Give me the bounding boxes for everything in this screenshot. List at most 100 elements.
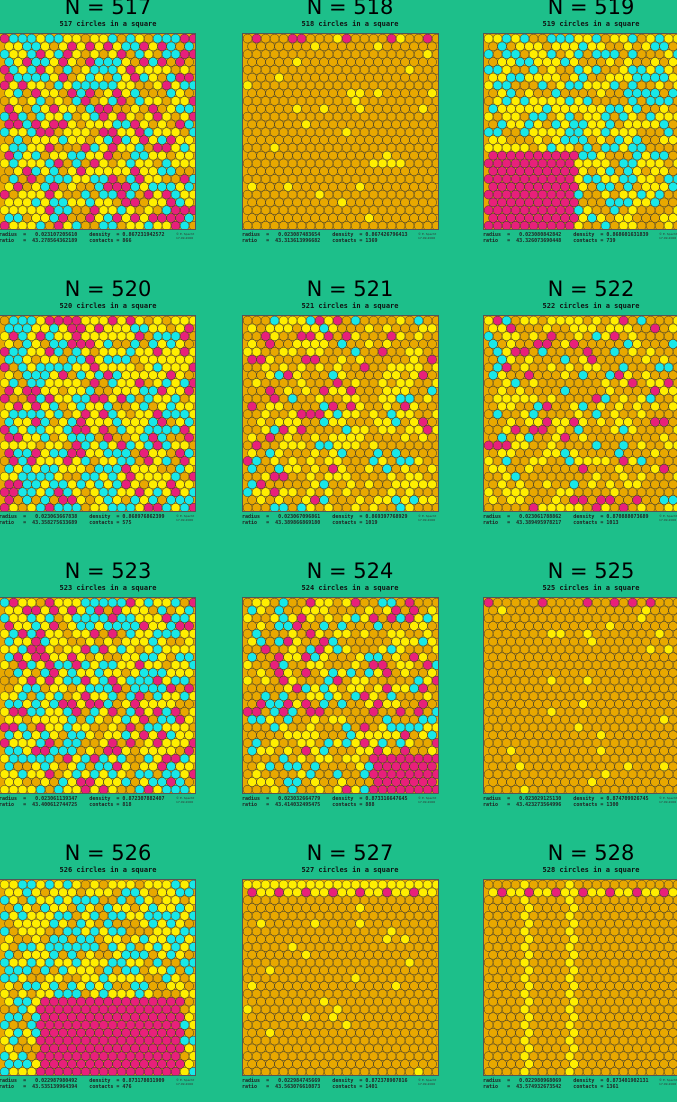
packed-circle — [489, 480, 498, 489]
packed-circle — [538, 50, 547, 59]
packed-circle — [552, 668, 561, 677]
packed-circle — [642, 58, 651, 67]
packed-circle — [428, 355, 437, 364]
packed-circle — [122, 700, 131, 709]
packed-circle — [171, 723, 180, 732]
packed-circle — [606, 402, 615, 411]
packed-circle — [149, 464, 158, 473]
packed-circle — [59, 73, 68, 82]
packed-circle — [628, 770, 637, 779]
packed-circle — [597, 480, 606, 489]
panel-subtitle: 526 circles in a square — [0, 866, 218, 874]
packed-circle — [552, 340, 561, 349]
packed-circle — [248, 668, 257, 677]
packed-circle — [243, 614, 252, 623]
packed-circle — [284, 151, 293, 160]
packed-circle — [637, 614, 646, 623]
packed-circle — [669, 715, 677, 724]
packed-circle — [32, 480, 41, 489]
packed-circle — [144, 394, 153, 403]
packed-circle — [117, 503, 126, 511]
packed-circle — [54, 457, 63, 466]
packed-circle — [248, 746, 257, 755]
packed-circle — [534, 433, 543, 442]
packed-circle — [266, 668, 275, 677]
packed-circle — [606, 480, 615, 489]
packed-circle — [606, 715, 615, 724]
packed-circle — [243, 410, 252, 419]
packed-circle — [135, 661, 144, 670]
packed-circle — [383, 402, 392, 411]
packed-circle — [601, 50, 610, 59]
panel-title: N = 522 — [481, 278, 677, 300]
packed-circle — [387, 332, 396, 341]
packed-circle — [9, 676, 18, 685]
packed-circle — [311, 402, 320, 411]
packed-circle — [0, 410, 9, 419]
packed-circle — [511, 614, 520, 623]
packed-circle — [27, 81, 36, 90]
packed-circle — [36, 614, 45, 623]
packed-circle — [9, 175, 18, 184]
circle-packing-square — [0, 879, 196, 1076]
packed-circle — [306, 143, 315, 152]
packed-circle — [50, 104, 59, 113]
packed-circle — [365, 324, 374, 333]
packed-circle — [655, 723, 664, 732]
packed-circle — [489, 668, 498, 677]
packed-circle — [23, 637, 32, 646]
packed-circle — [669, 496, 677, 505]
packed-circle — [669, 449, 677, 458]
packed-circle — [664, 723, 673, 732]
packed-circle — [261, 143, 270, 152]
packed-circle — [525, 433, 534, 442]
packed-circle — [171, 128, 180, 137]
packed-circle — [153, 645, 162, 654]
packed-circle — [99, 614, 108, 623]
packed-circle — [72, 50, 81, 59]
packed-circle — [90, 221, 99, 229]
packed-circle — [126, 159, 135, 168]
packed-circle — [597, 151, 606, 160]
packed-circle — [320, 715, 329, 724]
packed-circle — [81, 316, 90, 325]
packed-circle — [252, 707, 261, 716]
packed-circle — [288, 629, 297, 638]
packed-circle — [81, 81, 90, 90]
packed-circle — [36, 221, 45, 229]
packed-circle — [243, 50, 252, 59]
packed-circle — [547, 221, 556, 229]
packed-circle — [637, 363, 646, 372]
packed-circle — [642, 762, 651, 771]
packed-circle — [320, 120, 329, 129]
packed-circle — [520, 394, 529, 403]
packed-circle — [507, 418, 516, 427]
packed-circle — [511, 128, 520, 137]
packed-circle — [610, 175, 619, 184]
packed-circle — [610, 614, 619, 623]
packed-circle — [324, 128, 333, 137]
packing-stats: radius = 0.023080842842 density = 0.8686… — [483, 232, 649, 244]
packed-circle — [651, 762, 660, 771]
packed-circle — [401, 371, 410, 380]
packed-circle — [606, 653, 615, 662]
packed-circle — [619, 316, 628, 325]
packed-circle — [516, 418, 525, 427]
packed-circle — [243, 97, 252, 106]
packed-circle — [410, 214, 419, 223]
packed-circle — [131, 433, 140, 442]
packed-circle — [347, 637, 356, 646]
packed-circle — [320, 606, 329, 615]
packed-circle — [423, 394, 432, 403]
packed-circle — [288, 221, 297, 229]
packed-circle — [180, 472, 189, 481]
packed-circle — [396, 645, 405, 654]
packed-circle — [320, 778, 329, 787]
packed-circle — [86, 433, 95, 442]
packed-circle — [428, 653, 437, 662]
packed-circle — [72, 332, 81, 341]
packed-circle — [534, 418, 543, 427]
packed-circle — [565, 112, 574, 121]
packed-circle — [261, 221, 270, 229]
packed-circle — [297, 425, 306, 434]
